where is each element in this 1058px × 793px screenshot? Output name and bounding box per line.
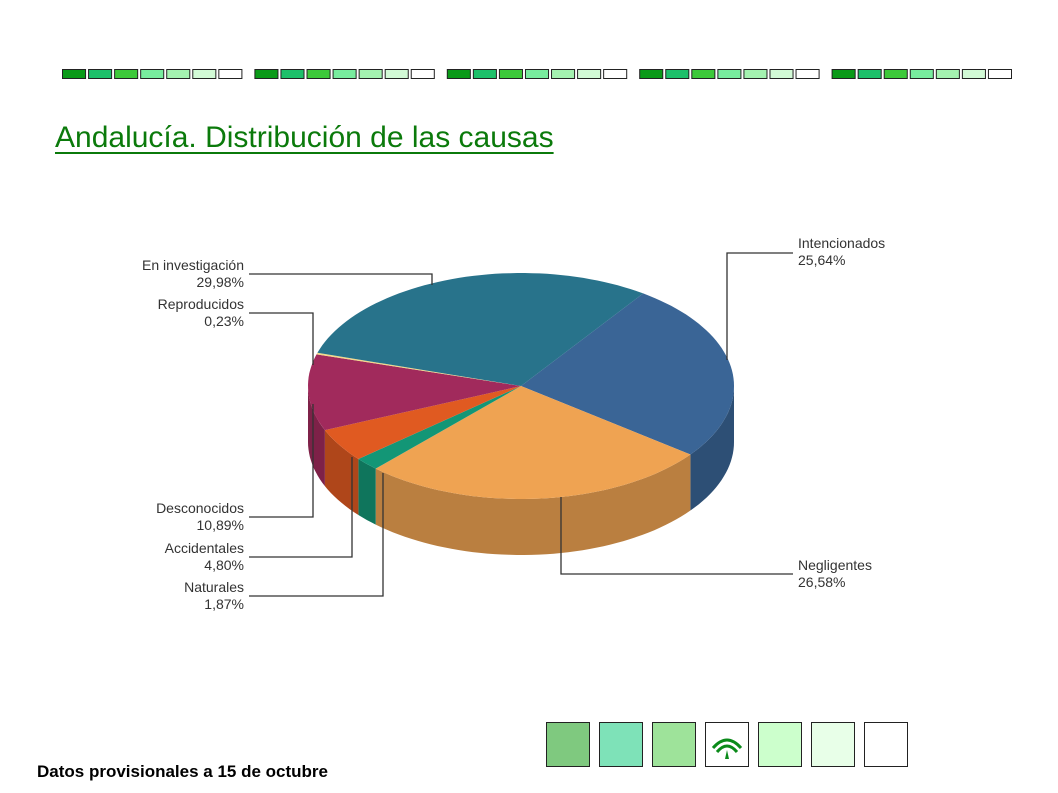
slice-value-naturales: 1,87% bbox=[204, 596, 244, 612]
footnote: Datos provisionales a 15 de octubre bbox=[37, 762, 328, 781]
pie-side-negligentes bbox=[375, 454, 691, 555]
color-box bbox=[546, 722, 590, 767]
strip-cell bbox=[254, 69, 279, 79]
strip-cell bbox=[306, 69, 331, 79]
strip-cell bbox=[280, 69, 305, 79]
strip-cell bbox=[961, 69, 986, 79]
strip-cell bbox=[551, 69, 576, 79]
strip-cell bbox=[446, 69, 471, 79]
pie-slice-reproducidos bbox=[316, 352, 521, 386]
strip-cell bbox=[769, 69, 794, 79]
leader-line-en-investigación bbox=[249, 273, 433, 285]
strip-cell bbox=[192, 69, 217, 79]
strip-cell bbox=[857, 69, 882, 79]
strip-cell bbox=[743, 69, 768, 79]
strip-cell bbox=[524, 69, 550, 79]
slice-label-intencionados: Intencionados bbox=[798, 235, 885, 251]
page-title: Andalucía. Distribución de las causas bbox=[55, 121, 554, 154]
pie-slice-en-investigación bbox=[317, 273, 644, 386]
strip-cell bbox=[62, 69, 87, 79]
strip-cell bbox=[358, 69, 383, 79]
leader-line-naturales bbox=[249, 473, 384, 597]
pie-slice-intencionados bbox=[521, 293, 734, 455]
leader-line-reproducidos bbox=[249, 312, 314, 365]
slice-value-desconocidos: 10,89% bbox=[197, 517, 244, 533]
color-box bbox=[758, 722, 802, 767]
strip-cell bbox=[883, 69, 908, 79]
slice-label-desconocidos: Desconocidos bbox=[156, 500, 244, 516]
strip-cell bbox=[410, 69, 435, 79]
strip-cell bbox=[498, 69, 523, 79]
pie-slice-accidentales bbox=[324, 386, 521, 459]
pie-side-walls bbox=[308, 386, 734, 555]
slice-value-intencionados: 25,64% bbox=[798, 252, 845, 268]
leader-line-desconocidos bbox=[249, 404, 314, 518]
strip-cell bbox=[691, 69, 716, 79]
strip-cell bbox=[665, 69, 690, 79]
strip-cell bbox=[88, 69, 113, 79]
leader-line-negligentes bbox=[560, 497, 793, 575]
leader-line-intencionados bbox=[726, 252, 793, 360]
strip-cell bbox=[218, 69, 243, 79]
junta-logo-icon bbox=[705, 722, 749, 767]
pie-top bbox=[308, 273, 734, 499]
color-box bbox=[599, 722, 643, 767]
slice-value-negligentes: 26,58% bbox=[798, 574, 845, 590]
pie-side-intencionados bbox=[690, 386, 734, 511]
strip-cell bbox=[935, 69, 960, 79]
strip-cell bbox=[577, 69, 602, 79]
slice-value-reproducidos: 0,23% bbox=[204, 313, 244, 329]
pie-slice-desconocidos bbox=[308, 354, 521, 431]
leader-line-accidentales bbox=[249, 457, 353, 558]
slice-value-en-investigación: 29,98% bbox=[197, 274, 244, 290]
pie-side-naturales bbox=[358, 459, 376, 525]
strip-cell bbox=[795, 69, 820, 79]
slice-label-accidentales: Accidentales bbox=[165, 540, 244, 556]
strip-cell bbox=[603, 69, 628, 79]
strip-cell bbox=[332, 69, 357, 79]
strip-cell bbox=[909, 69, 934, 79]
strip-cell bbox=[472, 69, 497, 79]
pie-slice-naturales bbox=[358, 386, 521, 469]
strip-cell bbox=[639, 69, 664, 79]
slice-label-en-investigación: En investigación bbox=[142, 257, 244, 273]
color-box bbox=[864, 722, 908, 767]
color-box bbox=[652, 722, 696, 767]
pie-side-desconocidos bbox=[308, 386, 325, 487]
strip-cell bbox=[140, 69, 165, 79]
strip-cell bbox=[384, 69, 409, 79]
decorative-color-strip bbox=[62, 69, 1013, 79]
slice-label-reproducidos: Reproducidos bbox=[158, 296, 244, 312]
strip-cell bbox=[717, 69, 742, 79]
strip-cell bbox=[114, 69, 139, 79]
strip-cell bbox=[166, 69, 191, 79]
pie-slice-negligentes bbox=[375, 386, 691, 499]
pie-side-accidentales bbox=[324, 430, 359, 515]
strip-cell bbox=[831, 69, 856, 79]
slice-label-negligentes: Negligentes bbox=[798, 557, 872, 573]
slice-value-accidentales: 4,80% bbox=[204, 557, 244, 573]
color-box bbox=[811, 722, 855, 767]
strip-cell bbox=[987, 69, 1013, 79]
slice-label-naturales: Naturales bbox=[184, 579, 244, 595]
